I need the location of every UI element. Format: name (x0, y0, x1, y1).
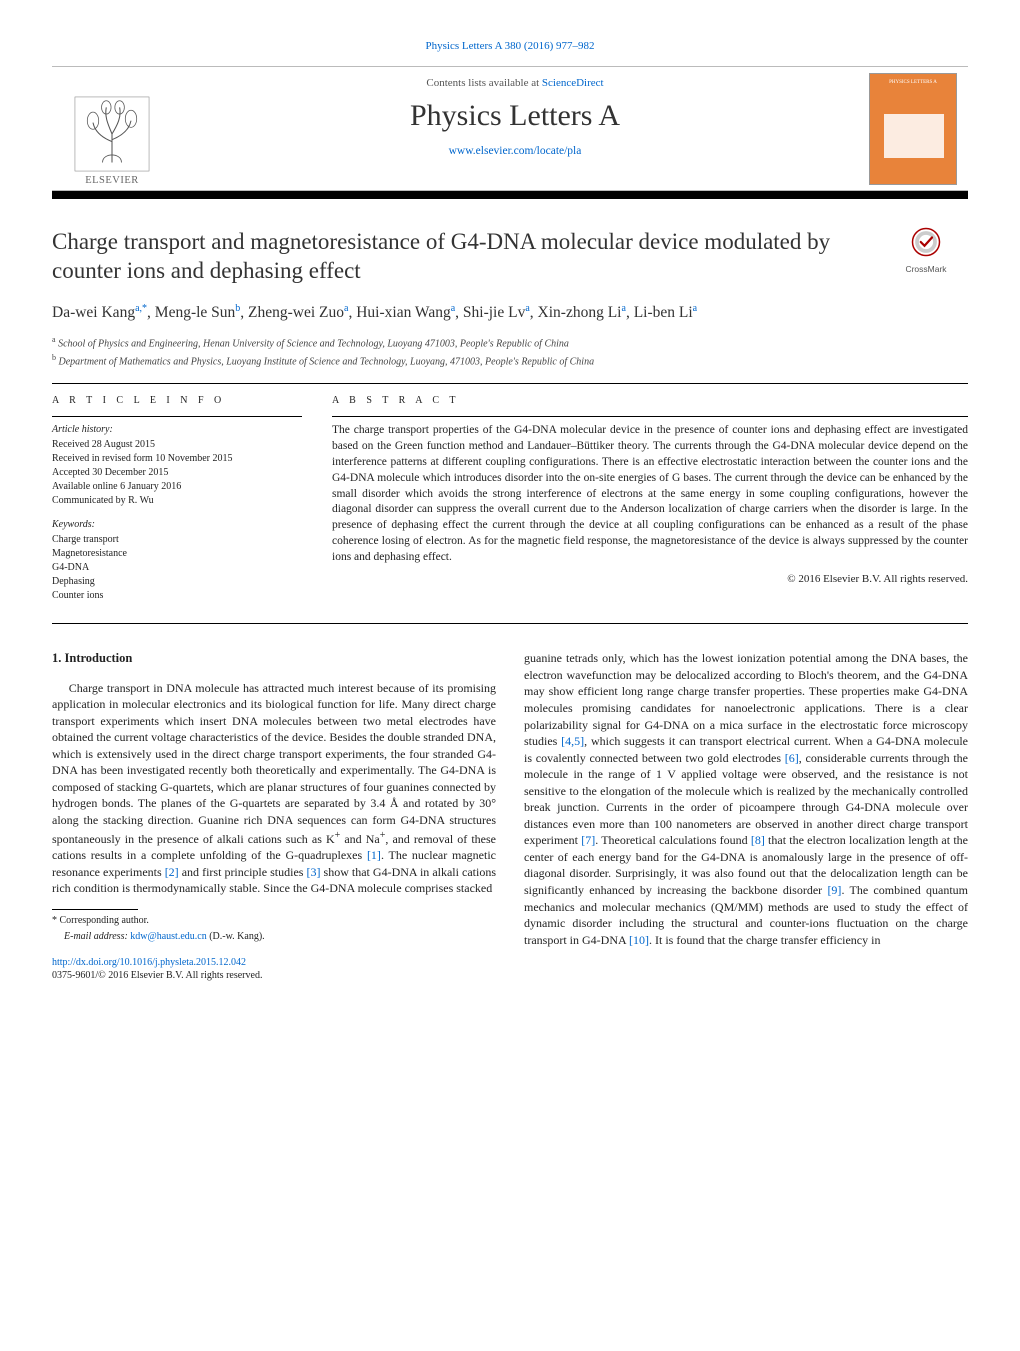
email-label: E-mail address: (64, 931, 128, 942)
publisher-name: ELSEVIER (85, 175, 139, 186)
footnote-rule (52, 909, 138, 910)
elsevier-tree-icon (74, 96, 150, 172)
top-citation: Physics Letters A 380 (2016) 977–982 (52, 40, 968, 52)
ref-link[interactable]: [8] (751, 833, 765, 847)
author: Hui-xian Wanga (356, 304, 455, 321)
ref-link[interactable]: [1] (367, 848, 381, 862)
email-tail: (D.-w. Kang). (209, 931, 264, 942)
author: Zheng-wei Zuoa (248, 304, 348, 321)
email-link[interactable]: kdw@haust.edu.cn (130, 931, 206, 942)
doi-link[interactable]: http://dx.doi.org/10.1016/j.physleta.201… (52, 957, 246, 968)
body-col-left: 1. Introduction Charge transport in DNA … (52, 650, 496, 982)
rule-bottom (52, 623, 968, 624)
history-block: Article history: Received 28 August 2015… (52, 423, 302, 508)
author: Li-ben Lia (634, 304, 697, 321)
sciencedirect-link[interactable]: ScienceDirect (542, 77, 604, 89)
keyword: G4-DNA (52, 561, 302, 575)
authors-line: Da-wei Kanga,*, Meng-le Sunb, Zheng-wei … (52, 302, 968, 324)
top-citation-link[interactable]: Physics Letters A 380 (2016) 977–982 (426, 40, 595, 52)
body-col-right: guanine tetrads only, which has the lowe… (524, 650, 968, 982)
keyword: Charge transport (52, 533, 302, 547)
info-abstract-row: A R T I C L E I N F O Article history: R… (52, 394, 968, 613)
abstract-head: A B S T R A C T (332, 394, 968, 408)
masthead-right: PHYSICS LETTERS A (858, 67, 968, 190)
journal-cover-thumb: PHYSICS LETTERS A (869, 73, 957, 185)
abstract-col: A B S T R A C T The charge transport pro… (332, 394, 968, 613)
body-paragraph: guanine tetrads only, which has the lowe… (524, 650, 968, 948)
ref-link[interactable]: [9] (827, 883, 841, 897)
article-info-col: A R T I C L E I N F O Article history: R… (52, 394, 302, 613)
keyword: Counter ions (52, 589, 302, 603)
crossmark-badge[interactable]: CrossMark (884, 227, 968, 274)
doi-block: http://dx.doi.org/10.1016/j.physleta.201… (52, 956, 496, 983)
keyword: Magnetoresistance (52, 547, 302, 561)
title-row: Charge transport and magnetoresistance o… (52, 227, 968, 302)
affiliation: b Department of Mathematics and Physics,… (52, 352, 968, 370)
history-line: Communicated by R. Wu (52, 494, 302, 508)
history-line: Accepted 30 December 2015 (52, 466, 302, 480)
keyword: Dephasing (52, 575, 302, 589)
section-heading: 1. Introduction (52, 650, 496, 667)
author: Meng-le Sunb (155, 304, 241, 321)
cover-graphic (884, 114, 944, 158)
affiliations: a School of Physics and Engineering, Hen… (52, 334, 968, 370)
masthead-black-bar (52, 191, 968, 199)
history-head: Article history: (52, 423, 302, 437)
journal-name: Physics Letters A (172, 99, 858, 133)
body-paragraph: Charge transport in DNA molecule has att… (52, 680, 496, 897)
contents-line: Contents lists available at ScienceDirec… (172, 77, 858, 89)
keywords-block: Keywords: Charge transport Magnetoresist… (52, 518, 302, 603)
corresponding-email-line: E-mail address: kdw@haust.edu.cn (D.-w. … (52, 930, 496, 944)
ref-link[interactable]: [2] (165, 865, 179, 879)
author: Xin-zhong Lia (538, 304, 626, 321)
abstract-copyright: © 2016 Elsevier B.V. All rights reserved… (332, 572, 968, 587)
masthead-center: Contents lists available at ScienceDirec… (172, 67, 858, 190)
ref-link[interactable]: [3] (307, 865, 321, 879)
contents-prefix: Contents lists available at (426, 77, 541, 89)
crossmark-icon (911, 227, 941, 257)
rule-top (52, 383, 968, 384)
body-columns: 1. Introduction Charge transport in DNA … (52, 650, 968, 982)
ref-link[interactable]: [4,5] (561, 734, 584, 748)
ref-link[interactable]: [10] (629, 933, 649, 947)
author: Da-wei Kanga,* (52, 304, 147, 321)
journal-homepage-link[interactable]: www.elsevier.com/locate/pla (449, 145, 582, 157)
history-line: Received in revised form 10 November 201… (52, 452, 302, 466)
article-title: Charge transport and magnetoresistance o… (52, 227, 884, 286)
ref-link[interactable]: [7] (581, 833, 595, 847)
abstract-text: The charge transport properties of the G… (332, 423, 968, 566)
page: Physics Letters A 380 (2016) 977–982 ELS… (0, 0, 1020, 1013)
issn-line: 0375-9601/© 2016 Elsevier B.V. All right… (52, 970, 262, 981)
corresponding-note: * Corresponding author. (52, 914, 496, 928)
publisher-block: ELSEVIER (52, 67, 172, 190)
keywords-head: Keywords: (52, 518, 302, 532)
affiliation: a School of Physics and Engineering, Hen… (52, 334, 968, 352)
history-line: Available online 6 January 2016 (52, 480, 302, 494)
cover-band-text: PHYSICS LETTERS A (870, 80, 956, 85)
article-info-head: A R T I C L E I N F O (52, 394, 302, 408)
history-line: Received 28 August 2015 (52, 438, 302, 452)
ref-link[interactable]: [6] (785, 751, 799, 765)
masthead: ELSEVIER Contents lists available at Sci… (52, 66, 968, 191)
crossmark-label: CrossMark (884, 264, 968, 274)
author: Shi-jie Lva (463, 304, 530, 321)
